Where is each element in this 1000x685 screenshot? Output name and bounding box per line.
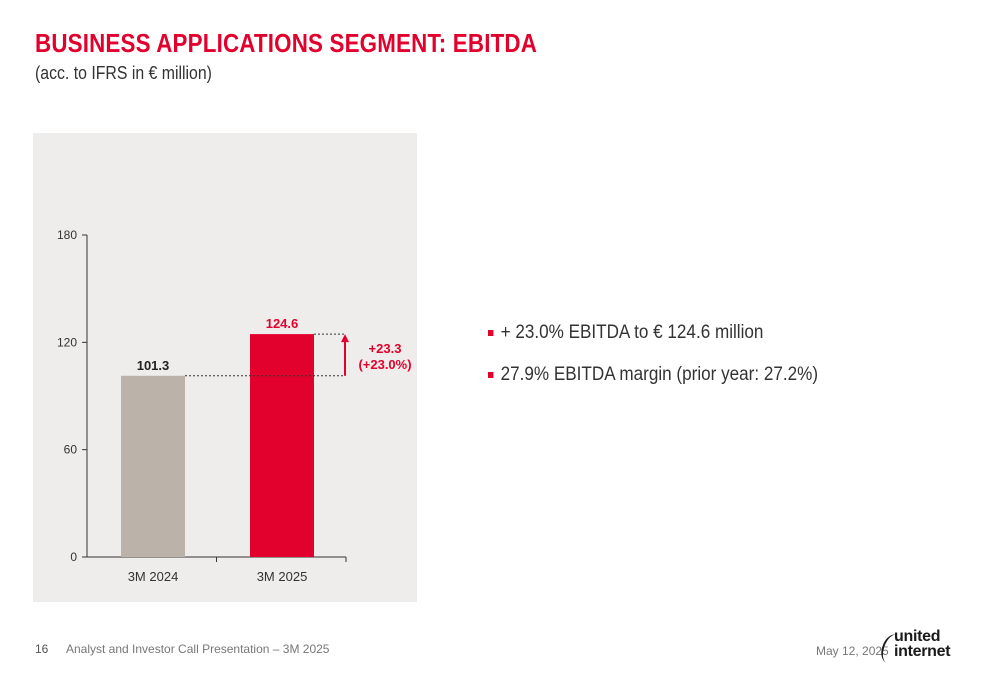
key-points-list: + 23.0% EBITDA to € 124.6 million 27.9% … [488, 322, 855, 406]
y-tick-label: 120 [57, 335, 77, 349]
bar-value-label: 101.3 [137, 358, 170, 373]
x-category-label: 3M 2024 [128, 569, 179, 584]
bar-value-label: 124.6 [266, 316, 299, 331]
bar [121, 375, 185, 557]
y-tick-label: 60 [64, 443, 78, 457]
bullet-square-icon [488, 372, 494, 378]
logo-text-line1: united [894, 628, 941, 645]
y-tick-label: 180 [57, 228, 77, 242]
key-point-item: 27.9% EBITDA margin (prior year: 27.2%) [488, 364, 818, 386]
increase-arrow-icon [341, 334, 349, 343]
footer-date: May 12, 2025 [816, 644, 889, 658]
delta-annotation-line2: (+23.0%) [358, 357, 411, 372]
page-number: 16 [35, 642, 49, 656]
key-point-item: + 23.0% EBITDA to € 124.6 million [488, 322, 818, 344]
chart-panel: 0 60 120 180 101.3 3M 2024 124.6 3M 2025 +23.3 (+… [33, 133, 417, 602]
ebitda-bar-chart: 0 60 120 180 101.3 3M 2024 124.6 3M 2025 +23.3(+… [57, 228, 412, 584]
x-category-label: 3M 2025 [257, 569, 308, 584]
page-subtitle: (acc. to IFRS in € million) [35, 63, 212, 83]
logo-text-line2: internet [894, 643, 951, 660]
footer-text: Analyst and Investor Call Presentation –… [66, 642, 330, 656]
united-internet-logo: united internet [856, 628, 956, 667]
y-tick-label: 0 [70, 550, 77, 564]
bullet-square-icon [488, 330, 494, 336]
page-title: BUSINESS APPLICATIONS SEGMENT: EBITDA [35, 28, 538, 58]
bar [250, 334, 314, 557]
key-point-text: + 23.0% EBITDA to € 124.6 million [500, 322, 764, 343]
key-point-text: 27.9% EBITDA margin (prior year: 27.2%) [500, 364, 819, 385]
delta-annotation-line1: +23.3 [369, 341, 402, 356]
